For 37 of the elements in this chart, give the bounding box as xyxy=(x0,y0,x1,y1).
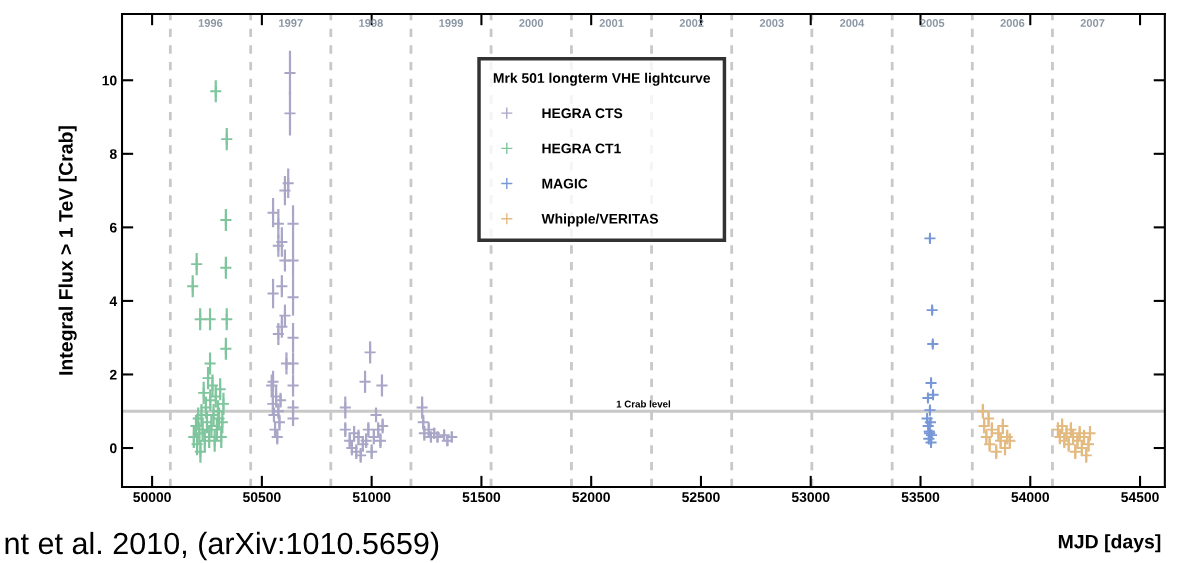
x-tick-label: 50500 xyxy=(242,492,281,503)
annotation: 2003 xyxy=(759,19,784,27)
annotation: 1997 xyxy=(279,19,303,27)
annotation: 2005 xyxy=(920,19,945,27)
legend-label: MAGIC xyxy=(542,178,588,189)
annotation: 2007 xyxy=(1080,19,1105,27)
x-tick-label: 54000 xyxy=(1011,492,1050,503)
ref-line-label: 1 Crab level xyxy=(616,400,671,408)
annotation: 2004 xyxy=(839,19,865,27)
x-axis-title: MJD [days] xyxy=(1058,534,1161,553)
annotation: 2001 xyxy=(599,19,624,27)
annotation: 2006 xyxy=(1000,19,1025,27)
legend-label: HEGRA CTS xyxy=(542,108,623,119)
x-tick-label: 53000 xyxy=(791,492,830,503)
annotation: 1999 xyxy=(439,19,463,27)
x-tick-label: 50000 xyxy=(133,492,171,503)
x-tick-label: 51000 xyxy=(352,492,391,503)
legend-label: HEGRA CT1 xyxy=(542,143,621,154)
annotation: 1996 xyxy=(198,19,223,27)
y-tick-label: 6 xyxy=(109,222,117,233)
annotation: 1998 xyxy=(359,19,383,27)
x-tick-label: 53500 xyxy=(901,492,940,503)
text: nt et al. 2010, (arXiv:1010.5659) xyxy=(5,531,439,561)
y-tick-label: 8 xyxy=(109,149,117,159)
x-tick-label: 52500 xyxy=(682,492,720,503)
legend-label: Whipple/VERITAS xyxy=(541,213,659,227)
x-tick-label: 51500 xyxy=(462,492,501,503)
y-tick-label: 0 xyxy=(109,443,117,454)
y-axis-title: Integral Flux > 1 TeV [Crab] xyxy=(58,126,77,375)
annotation: 2000 xyxy=(519,19,544,27)
y-tick-label: 2 xyxy=(109,369,117,380)
y-tick-label: 10 xyxy=(102,75,117,86)
x-tick-label: 54500 xyxy=(1121,492,1159,503)
x-tick-label: 52000 xyxy=(572,492,610,503)
y-tick-label: 4 xyxy=(109,296,118,306)
annotation: 2002 xyxy=(679,19,704,27)
legend-title: Mrk 501 longterm VHE lightcurve xyxy=(493,72,711,86)
